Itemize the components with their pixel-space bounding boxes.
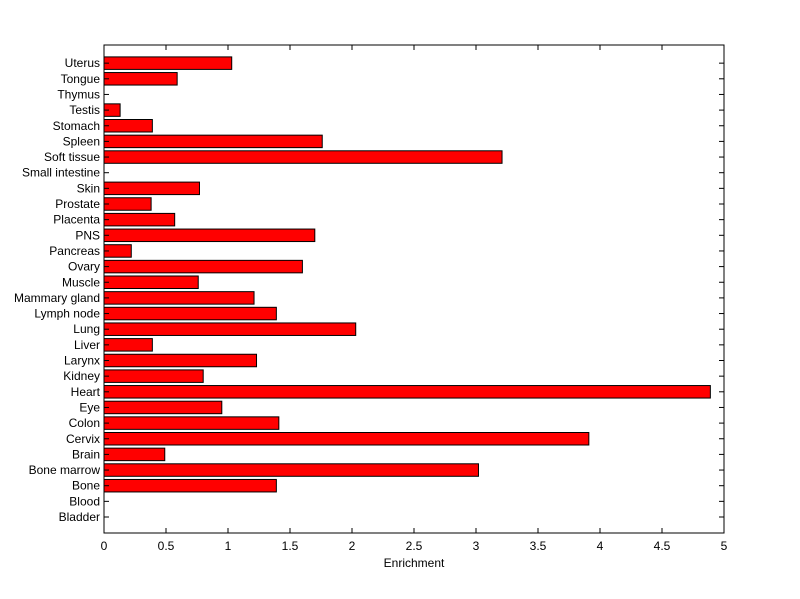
- bar: [103, 56, 233, 70]
- x-tick-label: 1.5: [282, 539, 299, 553]
- bar: [103, 416, 280, 430]
- x-tick-label: 4.5: [654, 539, 671, 553]
- bar: [103, 478, 277, 493]
- bar: [103, 322, 357, 336]
- x-tick-label: 5: [721, 539, 728, 553]
- bar: [103, 369, 204, 383]
- y-tick-label: Bone marrow: [29, 463, 101, 477]
- x-tick-label: 2.5: [406, 539, 423, 553]
- bar: [103, 275, 199, 289]
- y-tick-label: Heart: [71, 385, 101, 399]
- y-tick-label: Mammary gland: [14, 291, 100, 305]
- y-tick-label: Tongue: [61, 72, 101, 86]
- y-tick-label: Uterus: [65, 56, 100, 70]
- x-tick-label: 3: [473, 539, 480, 553]
- y-tick-label: Ovary: [68, 260, 100, 274]
- y-tick-label: Blood: [69, 494, 100, 508]
- bar: [103, 119, 153, 133]
- x-tick-label: 3.5: [530, 539, 547, 553]
- x-tick-label: 1: [225, 539, 232, 553]
- bar: [103, 181, 200, 196]
- x-tick-label: 0: [101, 539, 108, 553]
- x-tick-label: 0.5: [158, 539, 175, 553]
- x-ticks-group: 0 0.5 1 1.5 2 2.5 3 3.5 4 4.5 5: [101, 45, 728, 553]
- bar: [103, 353, 258, 368]
- bar: [103, 150, 503, 164]
- y-tick-label: PNS: [75, 228, 100, 242]
- x-tick-label: 2: [349, 539, 356, 553]
- y-tick-label: Testis: [69, 103, 100, 117]
- bar: [103, 291, 255, 305]
- y-tick-label: Thymus: [57, 87, 100, 101]
- bar: [103, 432, 590, 446]
- y-tick-label: Lung: [73, 322, 100, 336]
- y-tick-label: Skin: [77, 181, 100, 195]
- bar: [103, 338, 153, 352]
- y-tick-label: Muscle: [62, 275, 100, 289]
- y-tick-label: Colon: [69, 416, 100, 430]
- x-tick-label: 4: [597, 539, 604, 553]
- y-tick-label: Bone: [72, 479, 100, 493]
- plot-area: [103, 44, 725, 534]
- y-tick-label: Soft tissue: [44, 150, 100, 164]
- bar: [103, 400, 223, 415]
- bar: [103, 197, 152, 211]
- bar: [103, 259, 303, 274]
- y-tick-label: Eye: [79, 400, 100, 414]
- bar: [103, 212, 176, 227]
- bars-group: [103, 56, 711, 493]
- bar: [103, 134, 323, 149]
- bar: [103, 447, 166, 462]
- x-axis-label: Enrichment: [384, 556, 445, 570]
- y-tick-label: Larynx: [64, 354, 100, 368]
- bar: [103, 228, 316, 243]
- y-tick-label: Placenta: [53, 213, 100, 227]
- bar: [103, 463, 479, 477]
- y-tick-label: Liver: [74, 338, 100, 352]
- y-tick-label: Pancreas: [49, 244, 100, 258]
- y-tick-label: Brain: [72, 447, 100, 461]
- y-tick-label: Small intestine: [22, 166, 100, 180]
- y-tick-label: Prostate: [55, 197, 100, 211]
- y-tick-label: Kidney: [63, 369, 100, 383]
- y-tick-label: Lymph node: [34, 307, 100, 321]
- y-tick-label: Cervix: [66, 432, 100, 446]
- bar: [103, 385, 711, 399]
- bar: [103, 72, 178, 86]
- y-tick-label: Bladder: [59, 510, 100, 524]
- y-tick-label: Stomach: [53, 119, 100, 133]
- bar: [103, 306, 277, 321]
- y-tick-label: Spleen: [63, 134, 100, 148]
